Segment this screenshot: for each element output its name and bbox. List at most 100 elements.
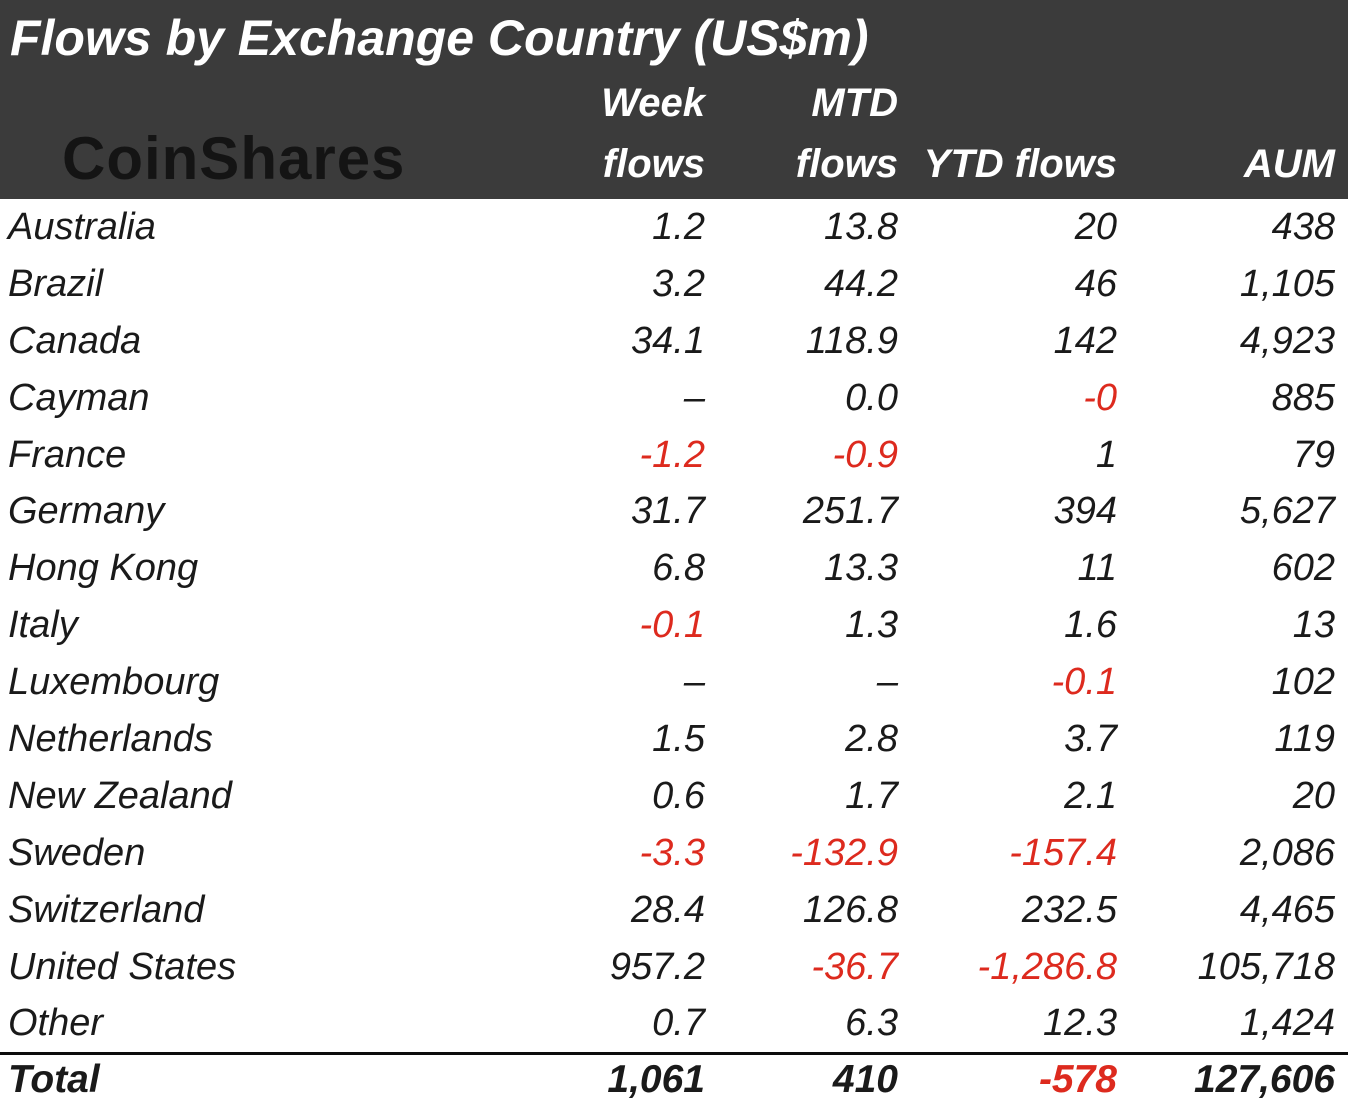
total-ytd: -578 — [1038, 1057, 1117, 1101]
cell-ytd: 46 — [1074, 262, 1117, 305]
cell-aum: 602 — [1271, 547, 1335, 590]
table-row: Brazil 3.2 44.2 46 1,105 — [0, 256, 1348, 313]
cell-ytd: 1 — [1095, 433, 1117, 476]
cell-mtd: 0.0 — [845, 376, 898, 419]
cell-week: -0.1 — [639, 604, 705, 647]
cell-mtd: 13.3 — [824, 547, 898, 590]
cell-ytd: -157.4 — [1009, 831, 1117, 874]
cell-week: 1.5 — [652, 717, 705, 760]
column-header-mtd-flows: MTD flows — [795, 81, 898, 186]
cell-aum: 5,627 — [1239, 490, 1335, 533]
cell-ytd: 232.5 — [1021, 888, 1117, 931]
cell-ytd: 2.1 — [1064, 774, 1117, 817]
cell-country: United States — [8, 945, 237, 988]
cell-week: 28.4 — [631, 888, 705, 931]
table-row: United States 957.2 -36.7 -1,286.8 105,7… — [0, 939, 1348, 996]
cell-country: Brazil — [8, 262, 104, 305]
cell-mtd: 1.7 — [845, 774, 898, 817]
cell-aum: 2,086 — [1239, 831, 1335, 874]
table-row: Italy -0.1 1.3 1.6 13 — [0, 597, 1348, 654]
cell-mtd: -132.9 — [790, 831, 898, 874]
cell-country: Cayman — [8, 376, 150, 419]
page-title: Flows by Exchange Country (US$m) — [10, 10, 869, 66]
table-row: Luxembourg – – -0.1 102 — [0, 654, 1348, 711]
cell-ytd: 11 — [1077, 547, 1117, 590]
cell-country: Hong Kong — [8, 547, 199, 590]
column-header-row: CoinShares Week flows MTD flows YTD flow… — [0, 70, 1348, 199]
cell-aum: 13 — [1292, 604, 1335, 647]
cell-aum: 1,105 — [1239, 262, 1335, 305]
column-header-week-flows: Week flows — [601, 81, 705, 186]
cell-week: 6.8 — [652, 547, 705, 590]
table-body: Australia 1.2 13.8 20 438 Brazil 3.2 44.… — [0, 199, 1348, 1052]
cell-aum: 20 — [1292, 774, 1335, 817]
total-aum: 127,606 — [1194, 1057, 1335, 1101]
cell-aum: 1,424 — [1239, 1002, 1335, 1045]
table-row: New Zealand 0.6 1.7 2.1 20 — [0, 768, 1348, 825]
cell-ytd: -1,286.8 — [977, 945, 1117, 988]
cell-mtd: 2.8 — [845, 717, 898, 760]
column-header-aum: AUM — [1243, 142, 1335, 186]
cell-mtd: 118.9 — [805, 319, 898, 362]
cell-mtd: 6.3 — [845, 1002, 898, 1045]
cell-mtd: 13.8 — [824, 205, 898, 248]
cell-aum: 438 — [1271, 205, 1335, 248]
cell-aum: 119 — [1274, 717, 1335, 760]
table-row: Cayman – 0.0 -0 885 — [0, 370, 1348, 427]
cell-country: Netherlands — [8, 717, 213, 760]
cell-week: -3.3 — [639, 831, 705, 874]
cell-aum: 79 — [1292, 433, 1335, 476]
cell-country: Canada — [8, 319, 142, 362]
cell-week: 957.2 — [609, 945, 705, 988]
table-row: Switzerland 28.4 126.8 232.5 4,465 — [0, 882, 1348, 939]
cell-aum: 102 — [1271, 661, 1335, 704]
table-row: Germany 31.7 251.7 394 5,627 — [0, 483, 1348, 540]
cell-country: Germany — [8, 490, 165, 533]
cell-week: 0.6 — [652, 774, 705, 817]
table-row: Netherlands 1.5 2.8 3.7 119 — [0, 711, 1348, 768]
table-row: Sweden -3.3 -132.9 -157.4 2,086 — [0, 825, 1348, 882]
cell-aum: 105,718 — [1197, 945, 1335, 988]
cell-country: New Zealand — [8, 774, 232, 817]
cell-ytd: 394 — [1053, 490, 1117, 533]
cell-mtd: 44.2 — [824, 262, 898, 305]
cell-week: 34.1 — [631, 319, 705, 362]
cell-aum: 4,923 — [1239, 319, 1335, 362]
table-row: Canada 34.1 118.9 142 4,923 — [0, 313, 1348, 370]
cell-country: Sweden — [8, 831, 146, 874]
cell-week: -1.2 — [639, 433, 705, 476]
cell-country: Other — [8, 1002, 104, 1045]
cell-ytd: 20 — [1074, 205, 1117, 248]
cell-aum: 4,465 — [1239, 888, 1335, 931]
cell-week: – — [683, 661, 705, 704]
cell-week: 3.2 — [652, 262, 705, 305]
cell-ytd: -0.1 — [1051, 661, 1117, 704]
cell-country: Luxembourg — [8, 661, 220, 704]
cell-week: 1.2 — [652, 205, 705, 248]
table-row: Hong Kong 6.8 13.3 11 602 — [0, 540, 1348, 597]
table-header: Flows by Exchange Country (US$m) CoinSha… — [0, 0, 1348, 199]
cell-mtd: 126.8 — [802, 888, 898, 931]
total-label: Total — [8, 1057, 100, 1101]
cell-mtd: 1.3 — [845, 604, 898, 647]
column-header-ytd-flows: YTD flows — [923, 142, 1117, 186]
cell-ytd: -0 — [1083, 376, 1117, 419]
table-row: Australia 1.2 13.8 20 438 — [0, 199, 1348, 256]
cell-ytd: 3.7 — [1064, 717, 1117, 760]
cell-country: Switzerland — [8, 888, 205, 931]
cell-aum: 885 — [1271, 376, 1335, 419]
cell-mtd: – — [876, 661, 898, 704]
table-row: Other 0.7 6.3 12.3 1,424 — [0, 995, 1348, 1052]
cell-mtd: -0.9 — [832, 433, 898, 476]
cell-mtd: 251.7 — [802, 490, 898, 533]
cell-ytd: 1.6 — [1064, 604, 1117, 647]
cell-week: – — [683, 376, 705, 419]
cell-mtd: -36.7 — [811, 945, 898, 988]
cell-country: Italy — [8, 604, 78, 647]
cell-country: Australia — [8, 205, 156, 248]
cell-week: 31.7 — [631, 490, 705, 533]
cell-ytd: 142 — [1053, 319, 1117, 362]
cell-ytd: 12.3 — [1043, 1002, 1117, 1045]
total-row: Total 1,061 410 -578 127,606 — [0, 1052, 1348, 1104]
table-row: France -1.2 -0.9 1 79 — [0, 427, 1348, 484]
